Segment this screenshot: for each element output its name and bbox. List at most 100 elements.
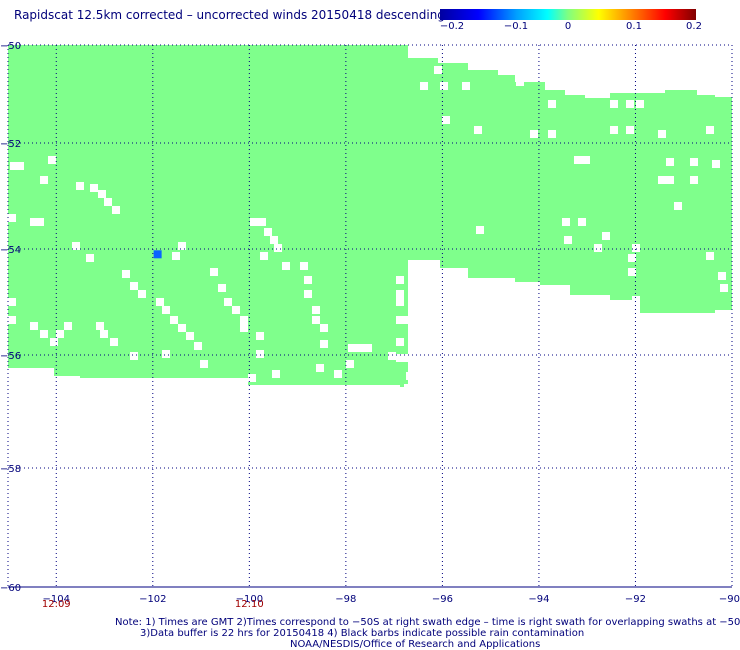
latitude-tick-label: −58 xyxy=(0,464,21,475)
missing-data-cell xyxy=(396,338,404,346)
swath-time-label: 12:10 xyxy=(235,599,264,610)
missing-data-cell xyxy=(64,322,72,330)
missing-data-cell xyxy=(658,176,666,184)
missing-data-cell xyxy=(636,100,644,108)
missing-data-cell xyxy=(320,324,328,332)
missing-data-cell xyxy=(610,100,618,108)
missing-data-cell xyxy=(76,182,84,190)
missing-data-cell xyxy=(256,350,264,358)
missing-data-cell xyxy=(420,82,428,90)
missing-data-cell xyxy=(312,306,320,314)
missing-data-cell xyxy=(122,270,130,278)
missing-data-cell xyxy=(706,252,714,260)
missing-data-cell xyxy=(304,290,312,298)
missing-data-cell xyxy=(30,322,38,330)
missing-data-cell xyxy=(462,82,470,90)
missing-data-cell xyxy=(8,316,16,324)
missing-data-cell xyxy=(72,242,80,250)
missing-data-cell xyxy=(170,316,178,324)
missing-data-cell xyxy=(690,158,698,166)
missing-data-cell xyxy=(626,100,634,108)
missing-data-cell xyxy=(666,176,674,184)
missing-data-cell xyxy=(36,218,44,226)
missing-data-cell xyxy=(388,352,396,360)
missing-data-cell xyxy=(530,130,538,138)
missing-data-cell xyxy=(138,290,146,298)
missing-data-cell xyxy=(162,306,170,314)
missing-data-cell xyxy=(632,296,640,304)
missing-data-cell xyxy=(104,198,112,206)
longitude-tick-label: −98 xyxy=(335,594,356,605)
colorbar-legend: −0.2 −0.1 0 0.1 0.2 xyxy=(439,9,702,43)
missing-data-cell xyxy=(270,236,278,244)
swath-layer xyxy=(8,45,732,387)
missing-data-cell xyxy=(364,344,372,352)
missing-data-cell xyxy=(690,176,698,184)
missing-data-cells xyxy=(8,66,728,392)
swath-time-label: 12:09 xyxy=(42,599,71,610)
missing-data-cell xyxy=(562,218,570,226)
missing-data-cell xyxy=(50,338,58,346)
missing-data-cell xyxy=(404,354,412,362)
note-line-3: NOAA/NESDIS/Office of Research and Appli… xyxy=(290,639,541,650)
missing-data-cell xyxy=(258,218,266,226)
missing-data-cell xyxy=(610,126,618,134)
missing-data-cell xyxy=(718,272,726,280)
missing-data-cell xyxy=(666,158,674,166)
missing-data-cell xyxy=(224,298,232,306)
missing-data-cell xyxy=(476,226,484,234)
axis-labels: −104 −102 −100 −98 −96 −94 −92 −90 −50 −52 −54 −56 −… xyxy=(0,41,740,610)
missing-data-cell xyxy=(16,162,24,170)
missing-data-cell xyxy=(626,126,634,134)
missing-data-cell xyxy=(348,344,356,352)
missing-data-cell xyxy=(8,214,16,222)
missing-data-cell xyxy=(594,244,602,252)
longitude-tick-label: −94 xyxy=(528,594,549,605)
missing-data-cell xyxy=(396,290,404,298)
missing-data-cell xyxy=(8,298,16,306)
missing-data-cell xyxy=(574,156,582,164)
colorbar-gradient xyxy=(440,9,696,20)
missing-data-cell xyxy=(96,322,104,330)
latitude-tick-label: −60 xyxy=(0,583,21,594)
colorbar-tick-label: −0.1 xyxy=(503,21,529,32)
missing-data-cell xyxy=(334,370,342,378)
missing-data-cell xyxy=(130,282,138,290)
missing-data-cell xyxy=(250,218,258,226)
missing-data-cell xyxy=(628,254,636,262)
missing-data-cell xyxy=(264,228,272,236)
missing-data-cell xyxy=(346,360,354,368)
missing-data-cell xyxy=(248,374,256,382)
highlighted-wind-cell xyxy=(153,250,162,259)
missing-data-cell xyxy=(130,352,138,360)
note-line-2: 3)Data buffer is 22 hrs for 20150418 4) … xyxy=(140,628,585,639)
colorbar-tick-label: −0.2 xyxy=(439,21,465,32)
missing-data-cell xyxy=(516,78,524,86)
missing-data-cell xyxy=(396,298,404,306)
colorbar-tick-label: 0.2 xyxy=(686,21,702,32)
missing-data-cell xyxy=(582,156,590,164)
missing-data-cell xyxy=(396,276,404,284)
missing-data-cell xyxy=(316,364,324,372)
missing-data-cell xyxy=(312,316,320,324)
missing-data-cell xyxy=(156,298,164,306)
missing-data-cell xyxy=(440,82,448,90)
missing-data-cell xyxy=(712,160,720,168)
longitude-tick-label: −92 xyxy=(625,594,646,605)
missing-data-cell xyxy=(256,332,264,340)
missing-data-cell xyxy=(602,232,610,240)
missing-data-cell xyxy=(30,218,38,226)
missing-data-cell xyxy=(404,316,412,324)
missing-data-cell xyxy=(474,126,482,134)
latitude-tick-label: −56 xyxy=(0,351,21,362)
missing-data-cell xyxy=(442,116,450,124)
missing-data-cell xyxy=(172,252,180,260)
missing-data-cell xyxy=(406,372,414,380)
longitude-tick-label: −104 xyxy=(43,594,70,605)
missing-data-cell xyxy=(186,332,194,340)
missing-data-cell xyxy=(40,330,48,338)
note-line-1: Note: 1) Times are GMT 2)Times correspon… xyxy=(115,617,740,628)
missing-data-cell xyxy=(272,370,280,378)
missing-data-cell xyxy=(260,252,268,260)
